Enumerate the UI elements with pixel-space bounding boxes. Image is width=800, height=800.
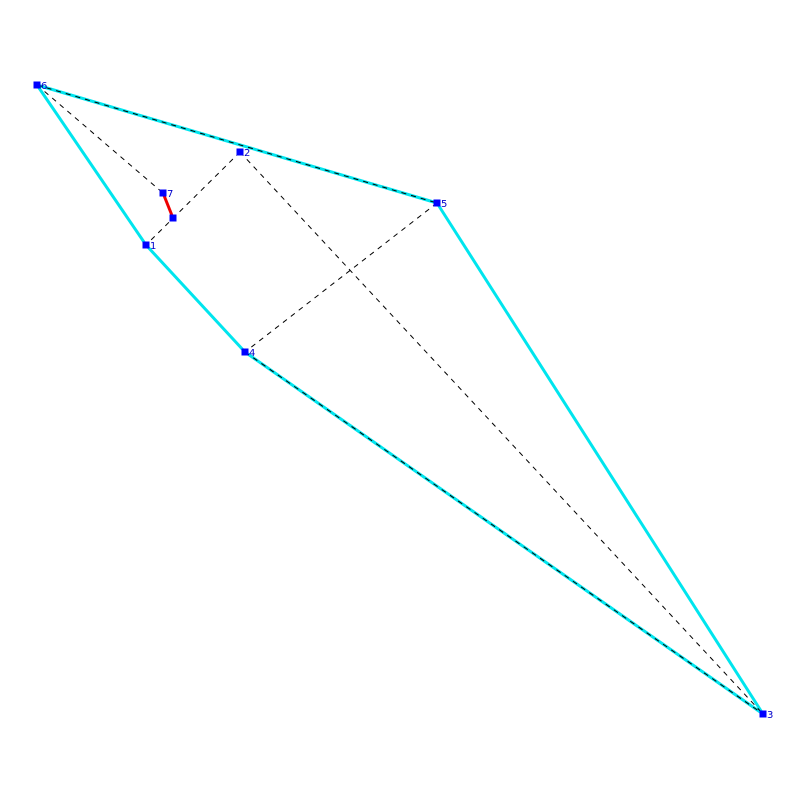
point-marker-p2 xyxy=(236,148,244,156)
point-marker-p6 xyxy=(33,81,41,89)
point-label-p3: 3 xyxy=(767,710,773,721)
point-label-p1: 1 xyxy=(150,241,156,252)
point-label-p7: 7 xyxy=(167,189,173,200)
dashed-edge-p5-p4 xyxy=(244,202,438,353)
hull-edge-p1-p6 xyxy=(35,84,148,246)
point-marker-pX xyxy=(169,214,177,222)
highlight-edge-p7-pX xyxy=(161,192,175,219)
point-label-p5: 5 xyxy=(441,199,447,210)
point-marker-p3 xyxy=(759,710,767,718)
point-marker-p1 xyxy=(142,241,150,249)
hull-edge-p3-p4 xyxy=(244,350,764,716)
point-label-p2: 2 xyxy=(244,148,250,159)
hull-edge-p6-p5 xyxy=(36,83,438,205)
point-label-p4: 4 xyxy=(249,348,255,359)
point-label-p6: 6 xyxy=(41,81,47,92)
point-marker-p5 xyxy=(433,199,441,207)
dashed-edge-p2-p3 xyxy=(239,151,764,715)
hull-edge-p5-p3 xyxy=(435,202,765,715)
point-marker-p4 xyxy=(241,348,249,356)
hull-edge-p4-p1 xyxy=(144,243,247,354)
dashed-edge-p2-p1 xyxy=(145,151,241,246)
dashed-edge-p6-p7 xyxy=(36,84,164,194)
point-marker-p7 xyxy=(159,189,167,197)
